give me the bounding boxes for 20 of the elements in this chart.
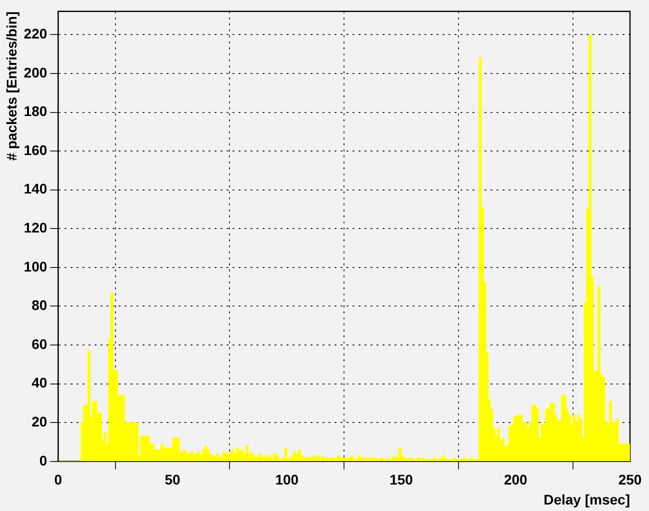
y-tick-label: 180 — [24, 103, 48, 120]
y-tick-label: 100 — [24, 258, 48, 274]
x-tick-label: 100 — [275, 472, 299, 488]
y-tick-label: 120 — [24, 220, 48, 236]
y-tick-label: 60 — [32, 336, 48, 352]
y-axis-title: # packets [Entries/bin] — [3, 11, 20, 161]
y-tick-label: 0 — [39, 452, 48, 468]
x-axis-title: Delay [msec] — [544, 491, 630, 508]
y-tick-label: 80 — [32, 297, 48, 314]
x-tick-label: 0 — [54, 472, 62, 488]
x-tick-label: 250 — [618, 472, 642, 488]
x-tick-label: 50 — [164, 472, 181, 488]
y-tick-label: 140 — [24, 180, 48, 197]
y-tick-label: 200 — [24, 64, 48, 80]
y-tick-label: 40 — [32, 374, 48, 391]
x-tick-label: 200 — [504, 472, 528, 488]
x-tick-label: 150 — [390, 472, 414, 488]
y-tick-label: 160 — [24, 142, 48, 158]
y-tick-label: 220 — [24, 26, 48, 42]
y-tick-label: 20 — [32, 413, 48, 430]
